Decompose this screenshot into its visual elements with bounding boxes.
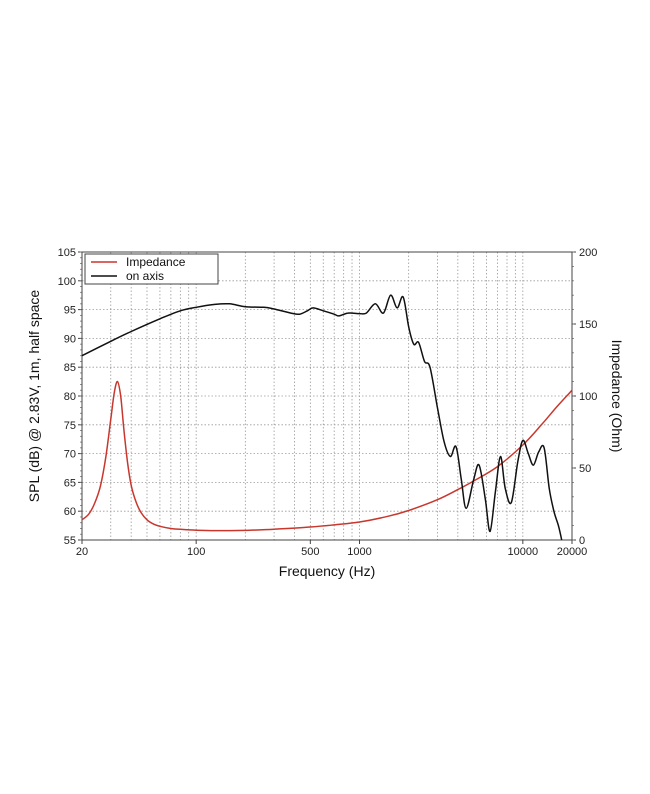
on-axis-spl-curve [81, 294, 563, 541]
y-tick-label: 90 [64, 333, 76, 345]
series [81, 294, 573, 541]
x-tick-label: 500 [301, 546, 319, 558]
legend-box [84, 253, 219, 285]
legend: Impedance on axis [84, 253, 219, 285]
y-tick-label: 65 [64, 477, 76, 489]
x-tick-label: 20 [76, 546, 88, 558]
y-tick-label: 75 [64, 420, 76, 432]
y2-axis-title: Impedance (Ohm) [609, 340, 625, 453]
x-axis-title: Frequency (Hz) [279, 563, 375, 579]
y-tick-label: 95 [64, 305, 76, 317]
y-tick-label: 60 [64, 506, 76, 518]
axis-ticks: 55 60 65 70 75 80 85 90 95 100 105 0 50 100 150 200 20 10… [58, 247, 598, 558]
y2-tick-label: 100 [579, 391, 597, 403]
y-tick-label: 105 [58, 247, 76, 259]
x-tick-label: 20000 [557, 546, 588, 558]
y-tick-label: 80 [64, 391, 76, 403]
x-tick-label: 100 [187, 546, 205, 558]
impedance-curve [81, 380, 573, 532]
y-tick-label: 70 [64, 449, 76, 461]
y2-tick-label: 50 [579, 463, 591, 475]
grid [82, 252, 572, 540]
y-tick-label: 85 [64, 362, 76, 374]
x-tick-label: 1000 [347, 546, 371, 558]
y-tick-label: 100 [58, 276, 76, 288]
y2-tick-label: 150 [579, 319, 597, 331]
plot-frame [81, 251, 573, 541]
legend-label-impedance: Impedance [126, 255, 186, 269]
x-tick-label: 10000 [508, 546, 539, 558]
y2-tick-label: 200 [579, 247, 597, 259]
legend-label-on-axis: on axis [126, 269, 164, 283]
y-axis-title: SPL (dB) @ 2.83V, 1m, half space [26, 290, 42, 503]
y-tick-label: 55 [64, 535, 76, 547]
y2-tick-label: 0 [579, 535, 585, 547]
